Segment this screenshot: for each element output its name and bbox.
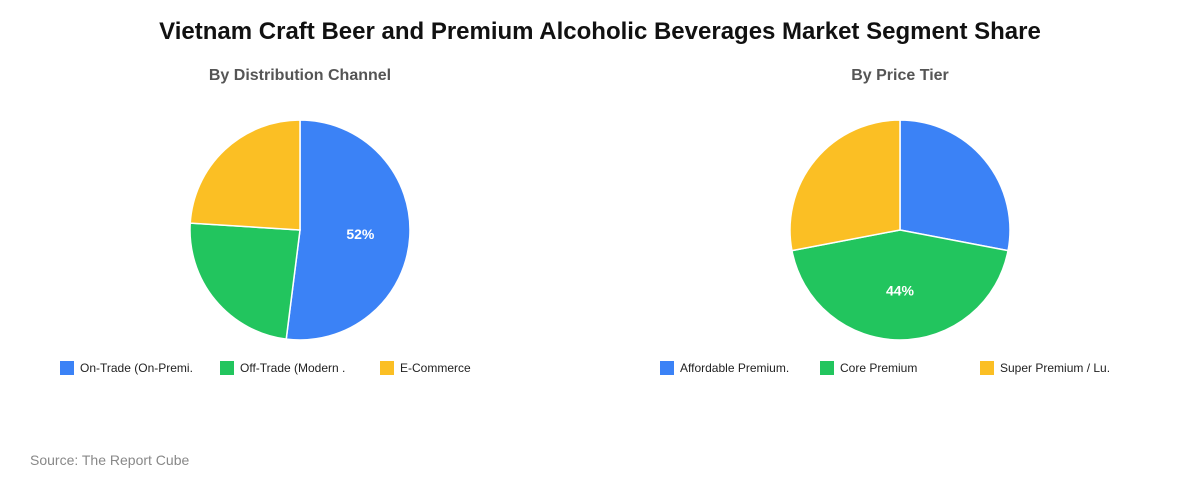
legend-label: E-Commerce: [400, 361, 471, 375]
pie-panel-price-tier: By Price Tier 44% Affordable Premium. Co…: [600, 60, 1200, 400]
pie-slice[interactable]: [791, 229, 1009, 341]
legend-item[interactable]: E-Commerce: [380, 361, 471, 375]
legend-label: Super Premium / Lu.: [1000, 361, 1111, 375]
pie-panel-distribution: By Distribution Channel 52% On-Trade (On…: [0, 60, 600, 400]
legend-swatch: [660, 361, 674, 375]
legend-item[interactable]: Core Premium: [820, 361, 917, 375]
legend-item[interactable]: Super Premium / Lu.: [980, 361, 1110, 375]
legend-item[interactable]: On-Trade (On-Premi.: [60, 361, 193, 375]
legend-swatch: [220, 361, 234, 375]
legend-item[interactable]: Affordable Premium.: [660, 361, 789, 375]
pie-data-label: 44%: [886, 283, 915, 299]
legend-swatch: [980, 361, 994, 375]
legend-distribution: On-Trade (On-Premi. Off-Trade (Modern . …: [0, 361, 600, 381]
chart-title: Vietnam Craft Beer and Premium Alcoholic…: [159, 18, 1041, 45]
legend-price-tier: Affordable Premium. Core Premium Super P…: [600, 361, 1200, 381]
pie-slice[interactable]: [285, 119, 411, 341]
pie-slice[interactable]: [189, 119, 301, 231]
pie-data-label: 52%: [346, 226, 375, 242]
pie-title-price-tier: By Price Tier: [851, 67, 949, 84]
pie-slice[interactable]: [189, 222, 301, 340]
source-note: Source: The Report Cube: [30, 452, 190, 468]
pie-chart-price-tier: 44%: [789, 119, 1011, 341]
legend-swatch: [60, 361, 74, 375]
pie-chart-distribution: 52%: [189, 119, 411, 341]
legend-label: On-Trade (On-Premi.: [80, 361, 193, 375]
legend-swatch: [380, 361, 394, 375]
pie-title-distribution: By Distribution Channel: [208, 67, 392, 84]
legend-label: Affordable Premium.: [680, 361, 790, 375]
legend-label: Core Premium: [840, 361, 918, 375]
legend-item[interactable]: Off-Trade (Modern .: [220, 361, 345, 375]
pie-slice[interactable]: [789, 119, 901, 252]
legend-label: Off-Trade (Modern .: [240, 361, 346, 375]
legend-swatch: [820, 361, 834, 375]
pie-slice[interactable]: [899, 119, 1011, 252]
